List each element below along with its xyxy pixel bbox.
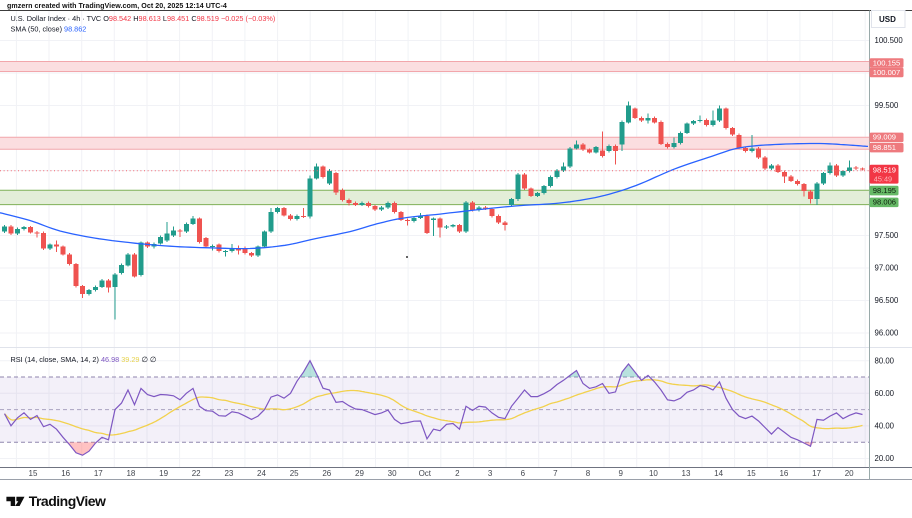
svg-text:15: 15 [747,469,756,478]
svg-text:15: 15 [29,469,38,478]
svg-text:U.S. Dollar Index · 4h · TVC O: U.S. Dollar Index · 4h · TVC O98.542 H98… [11,14,276,23]
svg-text:19: 19 [159,469,168,478]
svg-text:80.00: 80.00 [875,356,895,365]
svg-text:13: 13 [682,469,691,478]
svg-text:6: 6 [521,469,526,478]
svg-text:17: 17 [94,469,103,478]
svg-text:9: 9 [618,469,623,478]
svg-text:14: 14 [714,469,723,478]
svg-text:99.500: 99.500 [875,101,900,110]
svg-text:24: 24 [257,469,266,478]
svg-text:60.00: 60.00 [875,389,895,398]
svg-text:16: 16 [61,469,70,478]
svg-text:2: 2 [455,469,460,478]
svg-text:26: 26 [322,469,331,478]
svg-text:17: 17 [812,469,821,478]
svg-text:98.519: 98.519 [873,166,896,175]
svg-text:100.007: 100.007 [873,68,900,77]
svg-text:98.006: 98.006 [873,198,896,207]
svg-text:18: 18 [126,469,135,478]
svg-text:RSI (14, close, SMA, 14, 2) 46: RSI (14, close, SMA, 14, 2) 46.98 39.29 … [11,355,157,364]
svg-text:23: 23 [224,469,233,478]
svg-text:8: 8 [586,469,591,478]
svg-text:30: 30 [388,469,397,478]
svg-text:99.009: 99.009 [873,133,896,142]
svg-text:SMA (50, close) 98.862: SMA (50, close) 98.862 [11,25,87,34]
svg-text:97.500: 97.500 [875,231,900,240]
svg-text:USD: USD [879,15,896,24]
svg-text:TradingView: TradingView [29,493,106,509]
svg-text:40.00: 40.00 [875,422,895,431]
svg-text:45:49: 45:49 [874,174,892,183]
svg-text:29: 29 [355,469,364,478]
svg-text:96.500: 96.500 [875,296,900,305]
svg-text:100.155: 100.155 [873,58,900,67]
svg-text:25: 25 [290,469,299,478]
svg-text:97.000: 97.000 [875,264,900,273]
svg-text:3: 3 [488,469,493,478]
svg-text:98.195: 98.195 [873,186,896,195]
svg-text:20: 20 [845,469,854,478]
svg-text:16: 16 [779,469,788,478]
svg-text:100.500: 100.500 [875,36,904,45]
svg-text:96.000: 96.000 [875,329,900,338]
svg-text:20.00: 20.00 [875,454,895,463]
svg-text:7: 7 [553,469,558,478]
svg-text:Oct: Oct [419,469,432,478]
svg-text:22: 22 [192,469,201,478]
svg-text:98.851: 98.851 [873,143,896,152]
svg-text:10: 10 [649,469,658,478]
svg-text:gmzern created with TradingVie: gmzern created with TradingView.com, Oct… [7,2,227,10]
